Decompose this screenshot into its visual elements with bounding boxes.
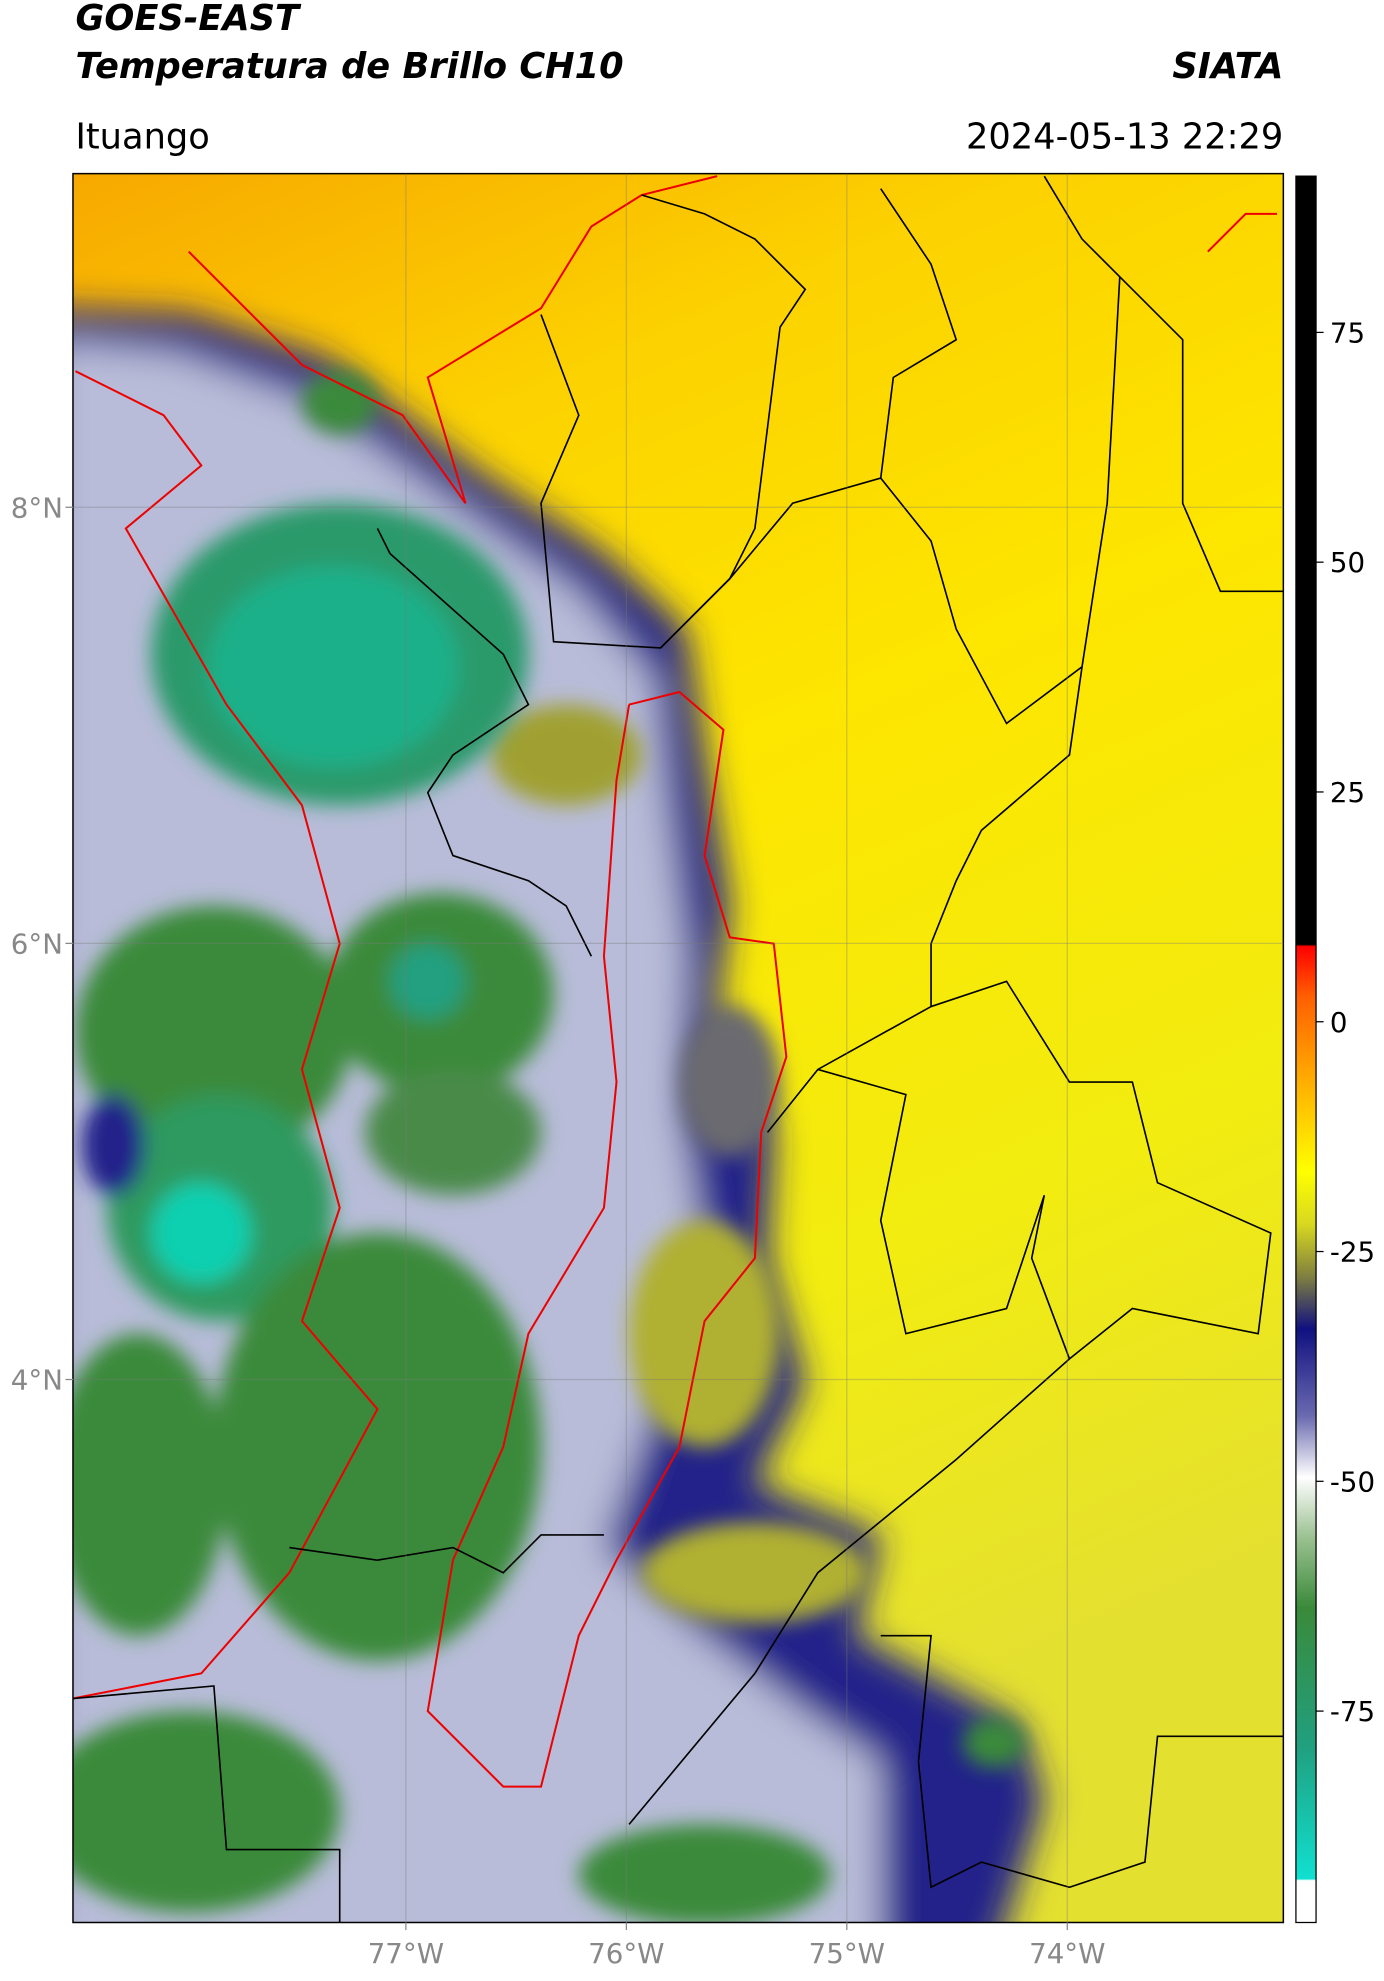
colorbar-tick-label: 50 (1330, 546, 1365, 579)
colorbar-tick-label: 75 (1330, 316, 1365, 349)
colorbar (1295, 175, 1317, 1924)
map-image (72, 173, 1284, 1923)
datetime-label: 2024-05-13 22:29 (966, 116, 1283, 157)
satellite-title: GOES-EAST (75, 0, 302, 39)
lat-tick-label: 4°N (11, 1364, 63, 1397)
colorbar-tick-label: 0 (1330, 1006, 1348, 1039)
map-grid: 77°W 76°W 75°W 74°W 8°N 6°N 4°N (11, 173, 1284, 1970)
lon-tick-label: 76°W (588, 1937, 664, 1970)
lat-tick-label: 8°N (11, 491, 63, 524)
lon-tick-label: 74°W (1029, 1937, 1105, 1970)
location-label: Ituango (75, 116, 209, 157)
colorbar-ticks: 75 50 25 0 -25 -50 -75 (1316, 316, 1375, 1728)
black-borders (72, 175, 1284, 1923)
product-title: Temperatura de Brillo CH10 (75, 46, 623, 87)
map-frame (72, 172, 1285, 1924)
colorbar-tick-label: -25 (1330, 1236, 1375, 1269)
cold-cores (72, 371, 1026, 1923)
colorbar-tick-label: 25 (1330, 776, 1365, 809)
colorbar-tick-label: -75 (1330, 1695, 1375, 1728)
source-label: SIATA (1172, 46, 1283, 87)
lat-tick-label: 6°N (11, 927, 63, 960)
lon-tick-label: 75°W (809, 1937, 885, 1970)
lon-tick-label: 77°W (368, 1937, 444, 1970)
red-borders (72, 175, 1278, 1788)
colorbar-tick-label: -50 (1330, 1465, 1375, 1498)
olive-patches (490, 704, 869, 1624)
